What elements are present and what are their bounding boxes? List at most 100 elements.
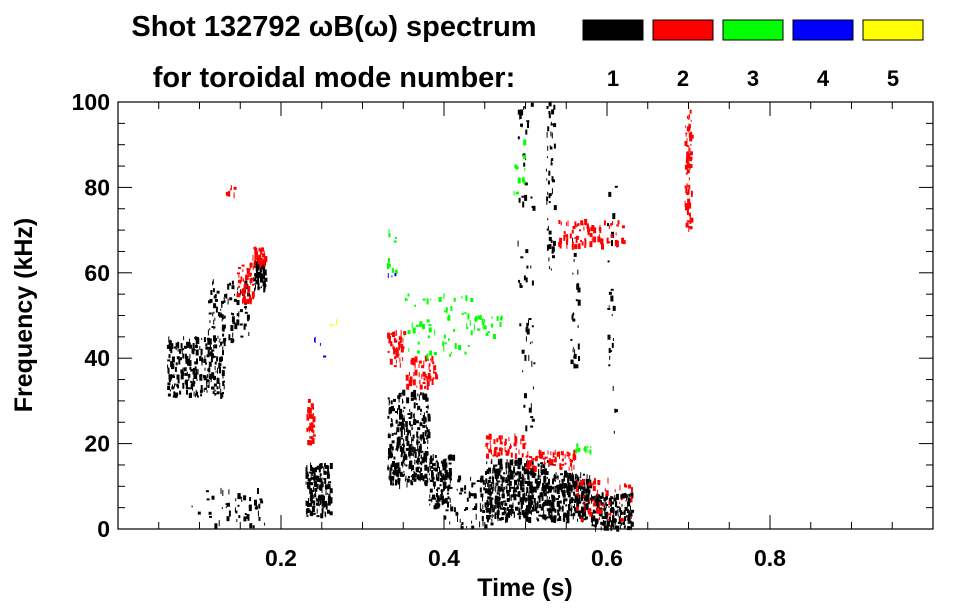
spectral-point [544,514,546,521]
spectral-point [307,508,310,513]
spectral-point [306,414,309,421]
spectral-point [546,516,550,519]
spectral-point [391,433,394,437]
spectral-point [448,462,452,465]
spectral-point [310,422,314,427]
spectral-point [180,343,183,349]
spectral-point [499,505,502,510]
spectral-point [414,369,418,376]
spectral-point [419,384,423,390]
spectral-point [517,491,521,498]
spectral-point [191,348,195,354]
spectral-point [457,516,458,522]
spectral-point [548,478,550,485]
spectral-point [170,361,174,368]
spectral-point [523,106,526,109]
spectral-point [533,504,534,511]
spectral-point [591,237,593,243]
spectral-point [460,526,464,529]
spectral-point [528,318,532,320]
spectral-point [397,467,401,474]
spectral-point [197,395,199,398]
spectral-point [318,467,321,473]
spectral-point [685,132,688,135]
spectral-point [410,475,413,478]
spectral-point [448,338,450,341]
spectral-point [255,284,256,289]
spectral-point [517,109,521,115]
spectral-point [253,260,255,266]
spectral-point [262,281,266,287]
spectral-point [233,298,237,302]
spectral-point [423,412,425,417]
spectral-point [467,313,470,320]
spectral-point [488,467,491,472]
spectral-point [582,502,584,505]
spectral-point [396,472,399,477]
spectral-point [397,479,401,484]
series-n=2 [225,109,694,522]
spectral-point [321,495,325,502]
spectral-point [231,316,235,323]
spectral-point [550,162,553,166]
spectral-point [425,424,427,428]
spectral-point [546,477,548,479]
spectral-point [514,480,516,483]
spectral-point [559,463,562,470]
spectral-point [390,423,394,427]
spectral-point [444,310,448,313]
spectral-point [538,514,542,517]
spectral-point [494,498,497,504]
spectral-point [549,488,551,491]
spectral-point [565,504,568,507]
spectral-point [222,372,224,379]
spectral-point [540,453,544,459]
spectral-point [563,234,566,241]
spectral-point [592,499,595,502]
spectral-point [491,508,493,513]
spectral-point [403,406,406,409]
spectral-point [488,515,491,520]
spectral-point [521,487,525,493]
spectral-point [584,446,587,449]
spectral-point [422,382,426,384]
spectral-point [402,398,403,404]
spectral-point [236,313,239,317]
spectral-point [523,468,527,475]
spectral-point [525,336,527,342]
spectral-point [556,489,560,495]
spectral-point [411,322,413,329]
spectral-point [444,473,448,480]
spectral-point [486,443,488,450]
spectral-point [230,185,232,191]
spectral-point [614,239,618,246]
spectral-point [218,362,221,368]
spectral-point [436,462,439,469]
spectral-point [554,449,556,455]
spectral-point [541,451,545,455]
spectral-point [208,511,212,515]
spectral-point [549,266,551,270]
spectral-point [531,461,534,465]
spectral-point [506,459,508,466]
spectral-point [621,225,625,229]
spectral-point [621,498,623,501]
spectral-point [536,517,538,521]
spectral-point [459,518,461,523]
spectral-point [498,501,501,506]
spectral-point [547,482,549,487]
spectral-point [583,500,585,507]
spectral-point [306,465,308,468]
spectral-point [520,498,524,505]
spectral-point [249,262,253,267]
spectral-point [490,460,492,464]
spectral-point [616,245,619,248]
spectral-point [255,505,258,510]
spectral-point [417,456,419,461]
spectral-point [244,299,247,304]
spectral-point [257,259,260,265]
spectral-point [542,503,544,508]
spectral-point [489,491,492,496]
spectral-point [417,393,419,397]
spectral-point [473,494,476,498]
